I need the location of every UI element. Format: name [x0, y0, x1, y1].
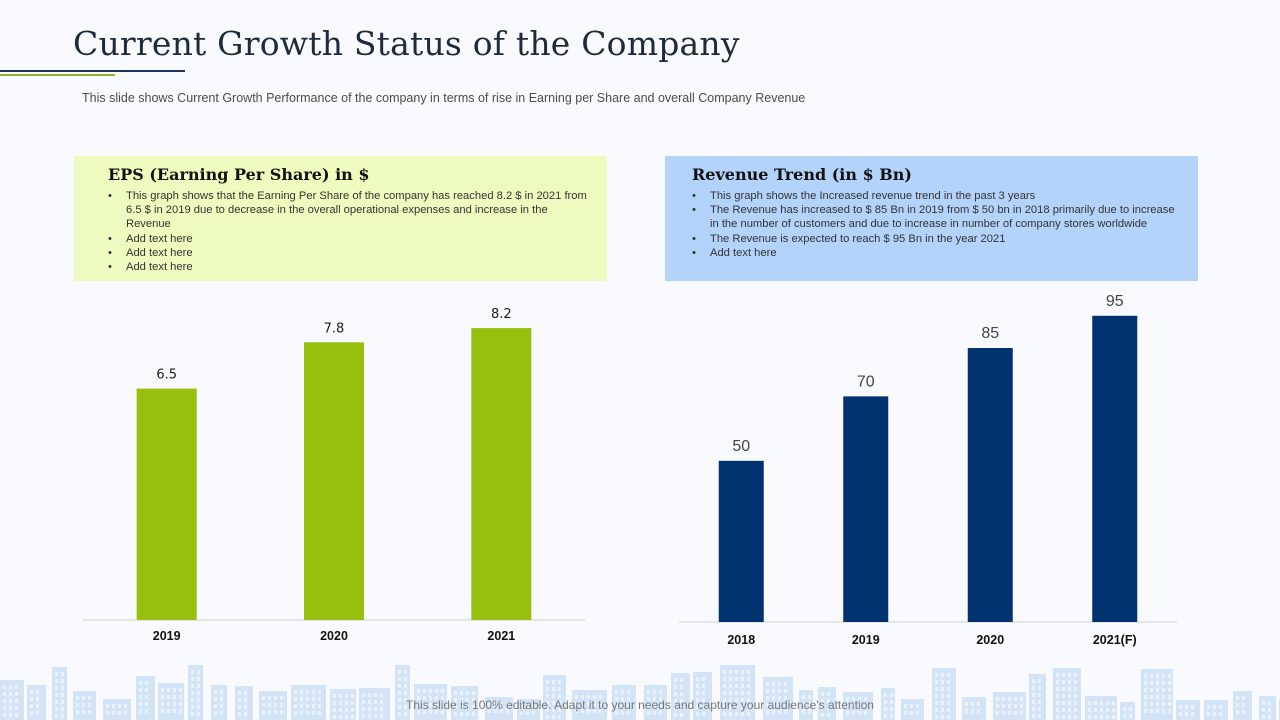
revenue-bar — [967, 348, 1013, 622]
revenue-bar — [1092, 315, 1138, 622]
revenue-tick-label: 2019 — [852, 633, 880, 647]
revenue-bullet: This graph shows the Increased revenue t… — [692, 189, 1178, 203]
page-title: Current Growth Status of the Company — [73, 24, 740, 63]
eps-tick-label: 2021 — [487, 629, 515, 643]
eps-bar — [136, 388, 197, 620]
eps-tick-label: 2020 — [320, 629, 348, 643]
eps-data-label: 8.2 — [491, 307, 512, 322]
revenue-data-label: 70 — [857, 373, 875, 390]
revenue-tick-label: 2021(F) — [1093, 633, 1137, 647]
revenue-bullet: The Revenue is expected to reach $ 95 Bn… — [692, 232, 1178, 246]
city-skyline-decoration — [0, 665, 1280, 720]
revenue-info-box: Revenue Trend (in $ Bn) This graph shows… — [665, 156, 1198, 281]
title-underline-green — [0, 74, 115, 76]
revenue-tick-label: 2020 — [976, 633, 1004, 647]
eps-bar — [304, 342, 364, 620]
eps-bullet: This graph shows that the Earning Per Sh… — [108, 189, 587, 232]
eps-bar — [471, 328, 532, 620]
eps-bullet-list: This graph shows that the Earning Per Sh… — [108, 189, 587, 274]
revenue-bullet: The Revenue has increased to $ 85 Bn in … — [692, 203, 1178, 231]
page-subtitle: This slide shows Current Growth Performa… — [82, 91, 806, 105]
revenue-bullet-list: This graph shows the Increased revenue t… — [692, 189, 1178, 260]
footer-note: This slide is 100% editable. Adapt it to… — [406, 698, 874, 712]
eps-tick-label: 2019 — [153, 629, 181, 643]
eps-bullet: Add text here — [108, 232, 587, 246]
revenue-data-label: 85 — [981, 325, 999, 342]
revenue-bullet: Add text here — [692, 246, 1178, 260]
revenue-data-label: 95 — [1106, 293, 1124, 310]
revenue-bar — [843, 396, 889, 622]
eps-data-label: 6.5 — [156, 368, 177, 383]
title-underline-dark — [0, 70, 185, 72]
eps-info-box: EPS (Earning Per Share) in $ This graph … — [74, 156, 607, 281]
revenue-box-heading: Revenue Trend (in $ Bn) — [692, 165, 912, 184]
eps-bullet: Add text here — [108, 246, 587, 260]
revenue-bar — [718, 460, 764, 622]
eps-data-label: 7.8 — [324, 321, 345, 336]
revenue-bar-chart: 50 2018 70 2019 85 2020 95 2021(F) — [679, 293, 1177, 647]
revenue-tick-label: 2018 — [727, 633, 755, 647]
eps-bar-chart: 6.5 2019 7.8 2020 8.2 2021 — [83, 307, 585, 643]
revenue-data-label: 50 — [732, 438, 750, 455]
eps-bullet: Add text here — [108, 260, 587, 274]
eps-box-heading: EPS (Earning Per Share) in $ — [108, 165, 370, 184]
